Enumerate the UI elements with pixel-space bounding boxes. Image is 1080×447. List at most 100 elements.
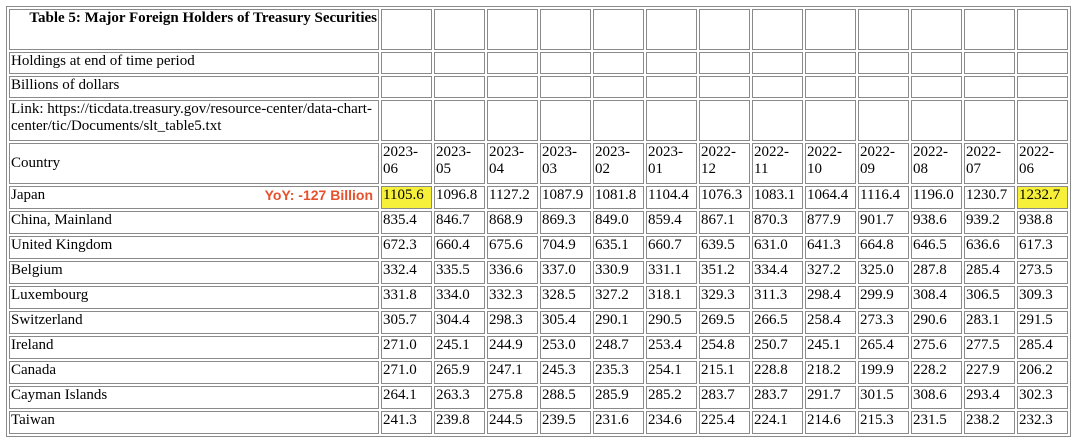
table-row: YoY: -127 Billion Japan 1105.6 1096.8 1127.2… bbox=[9, 186, 1068, 209]
value-cell: 329.3 bbox=[699, 286, 750, 309]
value-cell: 859.4 bbox=[646, 211, 697, 234]
table-row: Belgium 332.4 335.5 336.6 337.0 330.9 331.1 351… bbox=[9, 261, 1068, 284]
table-title: Table 5: Major Foreign Holders of Treasu… bbox=[9, 9, 379, 50]
country-name: Taiwan bbox=[11, 412, 55, 428]
value-cell: 245.1 bbox=[805, 336, 856, 359]
country-cell: Taiwan bbox=[9, 411, 379, 434]
value-cell: 244.9 bbox=[487, 336, 538, 359]
value-cell: 239.8 bbox=[434, 411, 485, 434]
value-cell: 336.6 bbox=[487, 261, 538, 284]
value-cell: 253.0 bbox=[540, 336, 591, 359]
value-cell: 646.5 bbox=[911, 236, 962, 259]
value-cell: 305.7 bbox=[381, 311, 432, 334]
country-cell: Luxembourg bbox=[9, 286, 379, 309]
value-cell: 335.5 bbox=[434, 261, 485, 284]
value-cell: 1083.1 bbox=[752, 186, 803, 209]
value-cell: 285.4 bbox=[964, 261, 1015, 284]
value-cell: 330.9 bbox=[593, 261, 644, 284]
value-cell: 331.8 bbox=[381, 286, 432, 309]
country-cell: YoY: -127 Billion Japan bbox=[9, 186, 379, 209]
value-cell: 290.1 bbox=[593, 311, 644, 334]
country-cell: Switzerland bbox=[9, 311, 379, 334]
value-cell: 287.8 bbox=[911, 261, 962, 284]
source-link[interactable]: Link: https://ticdata.treasury.gov/resou… bbox=[9, 100, 379, 141]
value-cell: 639.5 bbox=[699, 236, 750, 259]
value-cell: 299.9 bbox=[858, 286, 909, 309]
period-header: 2022- 08 bbox=[911, 143, 962, 184]
value-cell: 253.4 bbox=[646, 336, 697, 359]
value-cell: 273.3 bbox=[858, 311, 909, 334]
value-cell: 206.2 bbox=[1017, 361, 1068, 384]
country-cell: Belgium bbox=[9, 261, 379, 284]
value-cell: 334.0 bbox=[434, 286, 485, 309]
country-header: Country bbox=[9, 143, 379, 184]
value-cell: 277.5 bbox=[964, 336, 1015, 359]
value-cell: 285.2 bbox=[646, 386, 697, 409]
period-header: 2022- 10 bbox=[805, 143, 856, 184]
value-cell: 199.9 bbox=[858, 361, 909, 384]
country-name: Cayman Islands bbox=[11, 387, 108, 403]
value-cell: 291.7 bbox=[805, 386, 856, 409]
country-name: United Kingdom bbox=[11, 237, 113, 253]
value-cell: 283.7 bbox=[752, 386, 803, 409]
period-header: 2023- 05 bbox=[434, 143, 485, 184]
value-cell: 305.4 bbox=[540, 311, 591, 334]
value-cell: 269.5 bbox=[699, 311, 750, 334]
value-cell: 868.9 bbox=[487, 211, 538, 234]
value-cell: 631.0 bbox=[752, 236, 803, 259]
value-cell: 332.3 bbox=[487, 286, 538, 309]
period-header: 2022- 07 bbox=[964, 143, 1015, 184]
value-cell: 327.2 bbox=[805, 261, 856, 284]
value-cell: 1076.3 bbox=[699, 186, 750, 209]
value-cell: 328.5 bbox=[540, 286, 591, 309]
value-cell: 227.9 bbox=[964, 361, 1015, 384]
value-cell: 617.3 bbox=[1017, 236, 1068, 259]
value-cell: 254.1 bbox=[646, 361, 697, 384]
value-cell: 215.3 bbox=[858, 411, 909, 434]
value-cell: 306.5 bbox=[964, 286, 1015, 309]
value-cell: 309.3 bbox=[1017, 286, 1068, 309]
value-cell: 293.4 bbox=[964, 386, 1015, 409]
value-cell: 302.3 bbox=[1017, 386, 1068, 409]
yoy-annotation: YoY: -127 Billion bbox=[264, 187, 373, 203]
value-cell: 849.0 bbox=[593, 211, 644, 234]
value-cell: 231.5 bbox=[911, 411, 962, 434]
value-cell: 265.4 bbox=[858, 336, 909, 359]
value-cell: 214.6 bbox=[805, 411, 856, 434]
value-cell: 325.0 bbox=[858, 261, 909, 284]
country-cell: United Kingdom bbox=[9, 236, 379, 259]
value-cell: 1230.7 bbox=[964, 186, 1015, 209]
period-header: 2022- 06 bbox=[1017, 143, 1068, 184]
title-row: Table 5: Major Foreign Holders of Treasu… bbox=[9, 9, 1068, 50]
value-cell: 877.9 bbox=[805, 211, 856, 234]
period-header: 2022- 09 bbox=[858, 143, 909, 184]
column-header-row: Country 2023- 06 2023- 05 2023- 04 2023- 03 2023… bbox=[9, 143, 1068, 184]
value-cell: 1064.4 bbox=[805, 186, 856, 209]
value-cell: 288.5 bbox=[540, 386, 591, 409]
period-header: 2023- 01 bbox=[646, 143, 697, 184]
period-header: 2022- 12 bbox=[699, 143, 750, 184]
value-cell: 1081.8 bbox=[593, 186, 644, 209]
value-cell: 938.6 bbox=[911, 211, 962, 234]
value-cell: 285.9 bbox=[593, 386, 644, 409]
value-cell: 263.3 bbox=[434, 386, 485, 409]
table-row: China, Mainland 835.4 846.7 868.9 869.3 849.0… bbox=[9, 211, 1068, 234]
value-cell: 635.1 bbox=[593, 236, 644, 259]
value-cell: 304.4 bbox=[434, 311, 485, 334]
value-cell: 311.3 bbox=[752, 286, 803, 309]
units-row: Billions of dollars bbox=[9, 76, 1068, 98]
value-cell: 266.5 bbox=[752, 311, 803, 334]
value-cell: 285.4 bbox=[1017, 336, 1068, 359]
value-cell: 258.4 bbox=[805, 311, 856, 334]
value-cell: 225.4 bbox=[699, 411, 750, 434]
value-cell: 332.4 bbox=[381, 261, 432, 284]
value-cell: 1087.9 bbox=[540, 186, 591, 209]
value-cell: 337.0 bbox=[540, 261, 591, 284]
value-cell: 244.5 bbox=[487, 411, 538, 434]
table-row: Switzerland 305.7 304.4 298.3 305.4 290.1 290.… bbox=[9, 311, 1068, 334]
value-cell: 290.6 bbox=[911, 311, 962, 334]
value-cell: 239.5 bbox=[540, 411, 591, 434]
table-row: United Kingdom 672.3 660.4 675.6 704.9 635.1 6… bbox=[9, 236, 1068, 259]
value-cell: 318.1 bbox=[646, 286, 697, 309]
value-cell: 234.6 bbox=[646, 411, 697, 434]
